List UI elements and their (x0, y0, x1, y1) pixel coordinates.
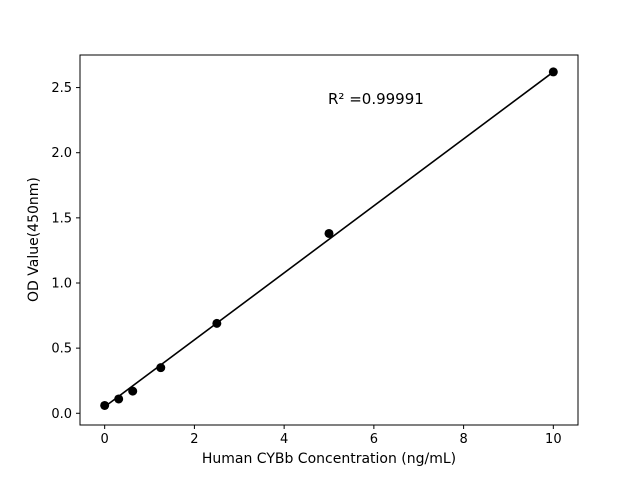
svg-text:10: 10 (545, 432, 562, 447)
r-squared-annotation: R² =0.99991 (328, 90, 424, 108)
svg-text:6: 6 (370, 432, 378, 447)
svg-text:0: 0 (101, 432, 109, 447)
svg-text:8: 8 (459, 432, 467, 447)
svg-text:2.5: 2.5 (51, 81, 72, 96)
svg-text:2.0: 2.0 (51, 146, 72, 161)
svg-text:2: 2 (190, 432, 198, 447)
svg-text:1.5: 1.5 (51, 211, 72, 226)
svg-text:1.0: 1.0 (51, 276, 72, 291)
svg-text:4: 4 (280, 432, 288, 447)
svg-text:0.0: 0.0 (51, 407, 72, 422)
svg-text:0.5: 0.5 (51, 342, 72, 357)
y-axis-label: OD Value(450nm) (26, 177, 42, 303)
x-axis-label: Human CYBb Concentration (ng/mL) (201, 451, 457, 467)
